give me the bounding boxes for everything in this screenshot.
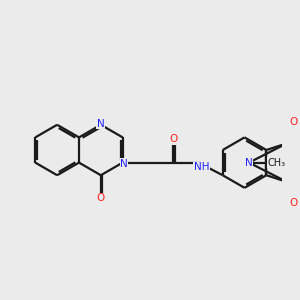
Text: O: O	[290, 117, 298, 128]
Text: O: O	[169, 134, 177, 144]
Text: O: O	[290, 198, 298, 208]
Text: N: N	[120, 159, 128, 169]
Text: NH: NH	[194, 162, 209, 172]
Text: O: O	[97, 194, 105, 203]
Text: N: N	[97, 118, 105, 128]
Text: CH₃: CH₃	[267, 158, 285, 168]
Text: N: N	[245, 158, 253, 168]
